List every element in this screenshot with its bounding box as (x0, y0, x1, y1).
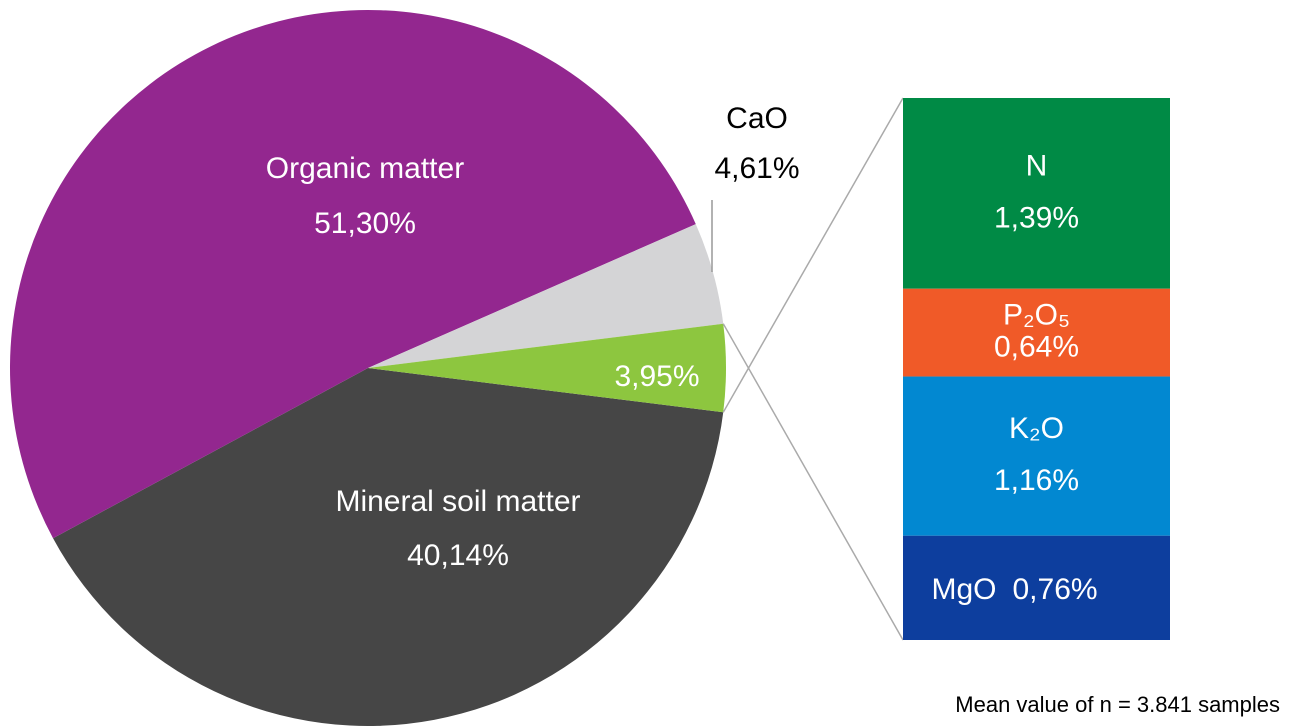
slice-label: CaO (726, 102, 788, 135)
bar-segment (903, 376, 1170, 536)
bar-value-label: 0,76% (1013, 573, 1098, 606)
bar-label: K₂O (1009, 412, 1064, 445)
slice-value-label: 4,61% (714, 152, 799, 185)
bar-label: N (1026, 149, 1048, 182)
bar-segment (903, 288, 1170, 377)
bar-label: MgO (931, 573, 996, 606)
slice-label: Mineral soil matter (335, 485, 580, 518)
pie-slice (53, 368, 724, 727)
bar-segment (903, 98, 1170, 289)
slice-value-label: 40,14% (407, 539, 509, 572)
footnote: Mean value of n = 3.841 samples (955, 692, 1280, 717)
bar-label: P₂O₅ (1003, 299, 1070, 332)
connector-line (722, 97, 904, 413)
connector-line (722, 323, 904, 641)
slice-value-label: 3,95% (614, 360, 699, 393)
bar-segment (903, 535, 1170, 640)
bar-value-label: 1,39% (994, 201, 1079, 234)
bar-value-label: 0,64% (994, 331, 1079, 364)
slice-value-label: 51,30% (314, 207, 416, 240)
pie-slice (9, 9, 696, 539)
pie-slice (368, 323, 727, 413)
bar-value-label: 1,16% (994, 464, 1079, 497)
slice-label: Organic matter (266, 152, 464, 185)
pie-slice (368, 224, 724, 368)
